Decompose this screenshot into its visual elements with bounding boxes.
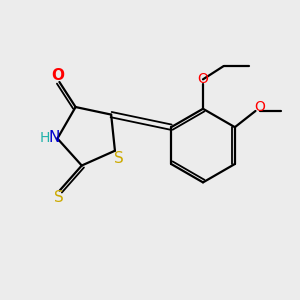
- Text: H: H: [40, 130, 50, 145]
- Text: O: O: [198, 72, 208, 86]
- Text: S: S: [54, 190, 64, 206]
- Text: O: O: [51, 68, 64, 83]
- Text: O: O: [254, 100, 265, 115]
- Text: S: S: [115, 152, 124, 166]
- Text: N: N: [49, 130, 60, 145]
